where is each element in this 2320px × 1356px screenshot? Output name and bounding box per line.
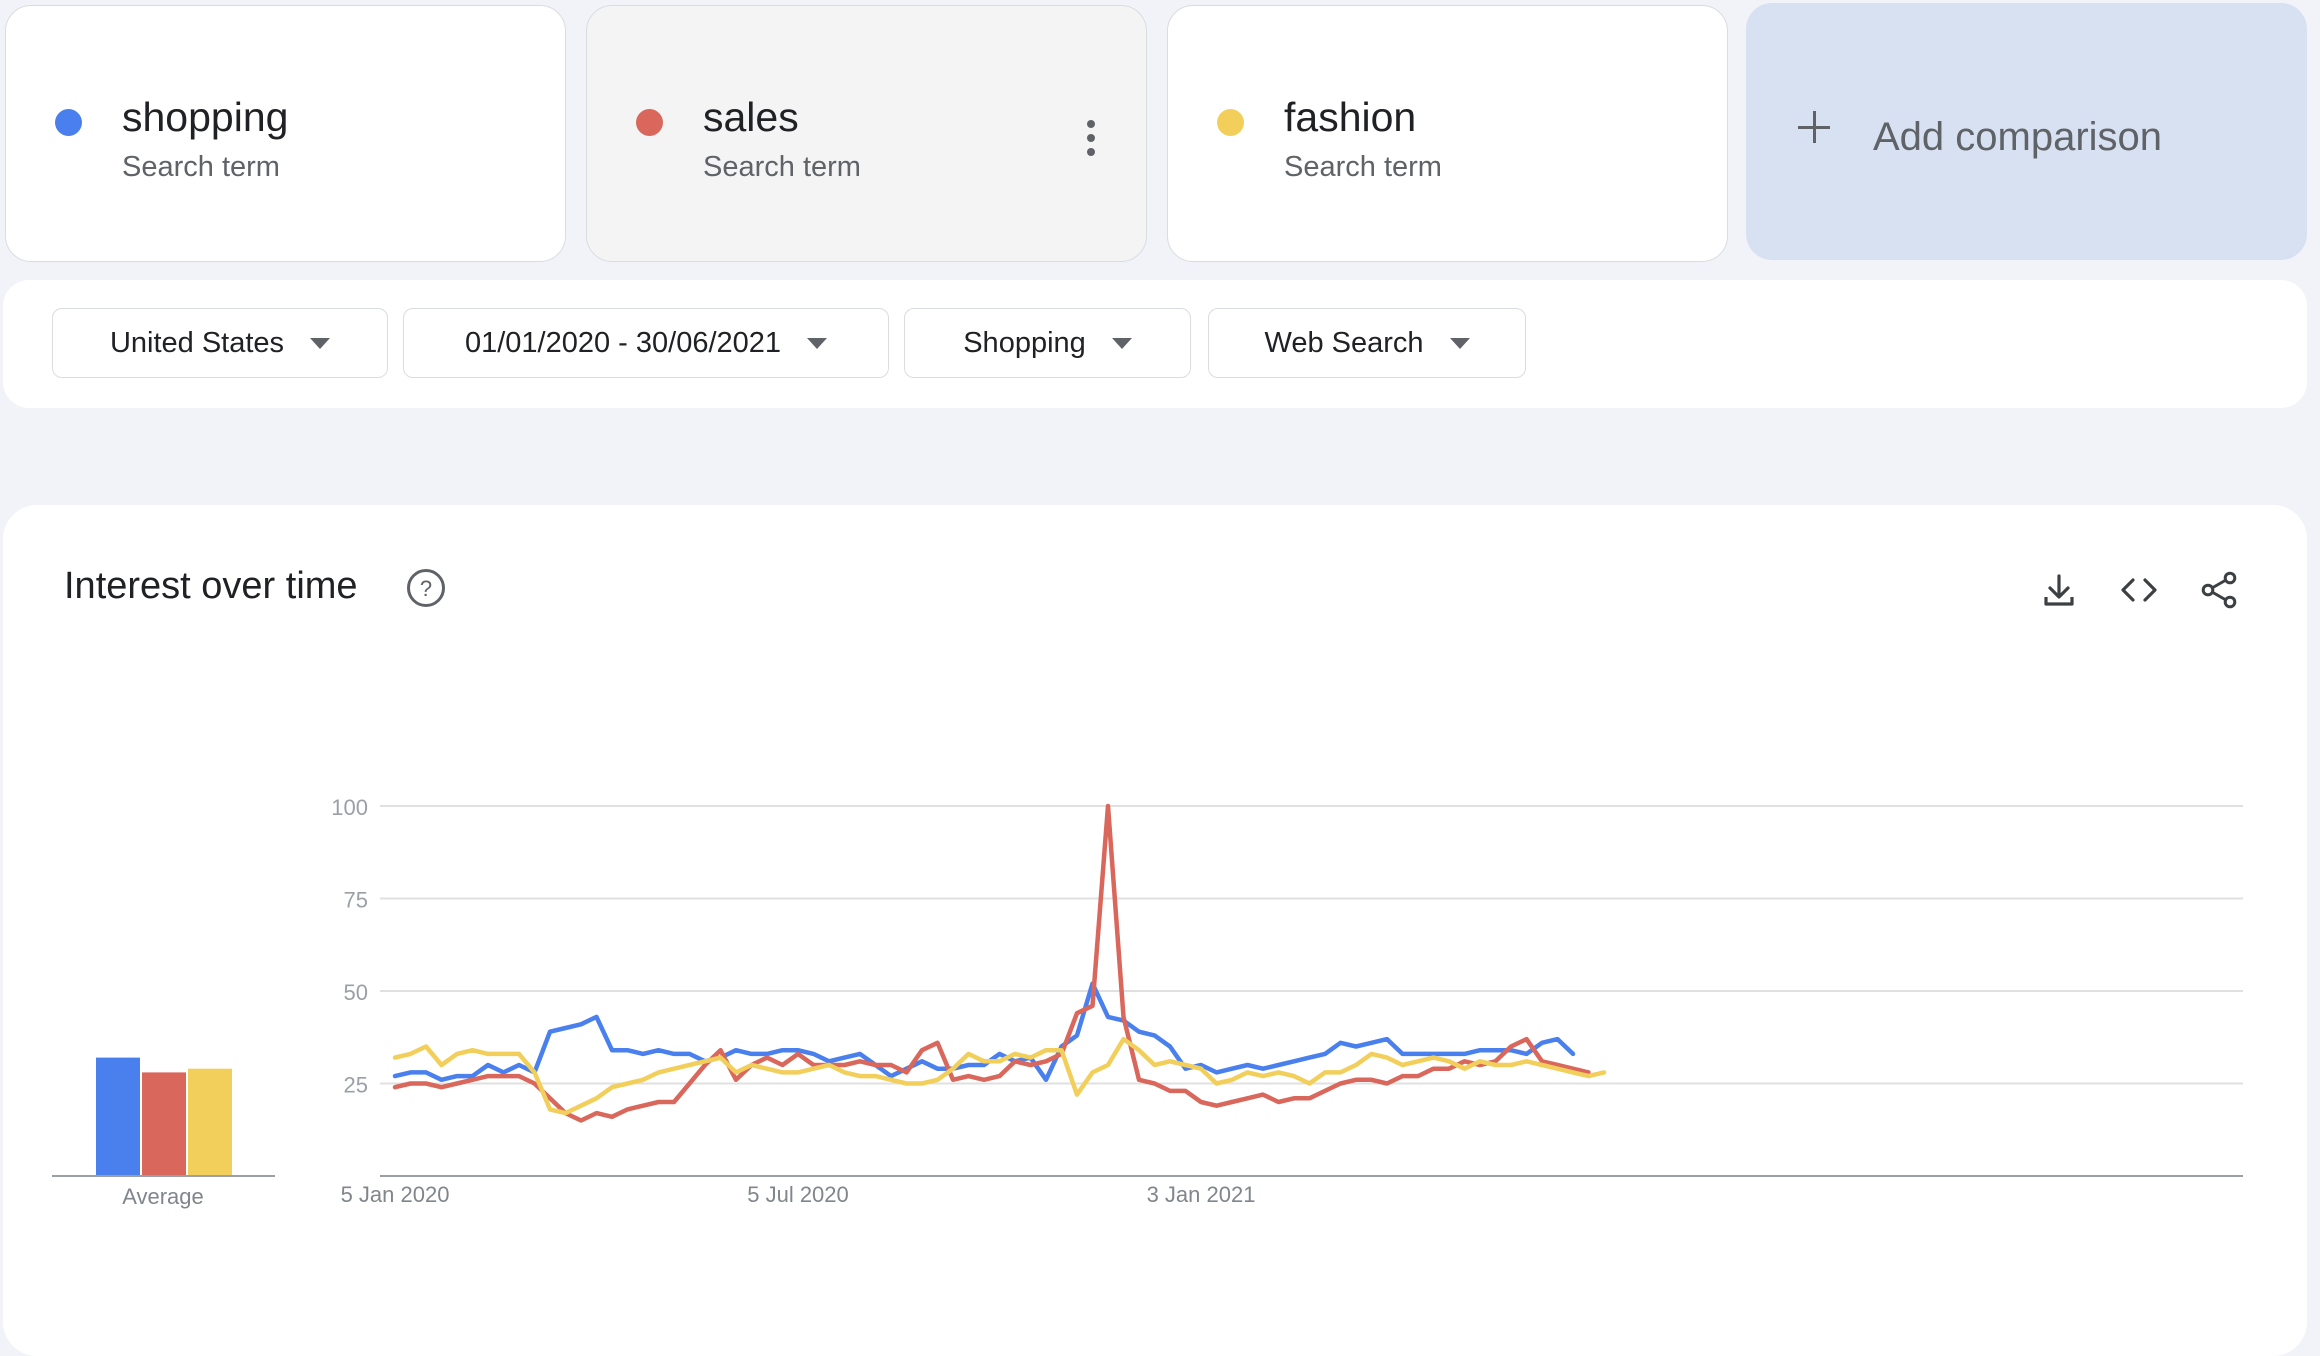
- plus-icon: [1798, 111, 1830, 143]
- y-tick-label: 100: [331, 795, 368, 820]
- share-icon[interactable]: [2199, 570, 2239, 610]
- average-label: Average: [122, 1184, 204, 1209]
- interest-over-time-panel: [3, 505, 2307, 1356]
- category-value: Shopping: [963, 326, 1086, 359]
- svg-text:?: ?: [420, 576, 432, 601]
- region-value: United States: [109, 326, 285, 359]
- date-range-value: 01/01/2020 - 30/06/2021: [464, 326, 782, 359]
- average-bar-sales: [142, 1072, 186, 1176]
- x-tick-label: 5 Jan 2020: [341, 1182, 450, 1207]
- caret-down-icon: [1111, 337, 1132, 349]
- term-name: sales: [703, 94, 799, 140]
- embed-icon[interactable]: [2119, 570, 2159, 610]
- x-tick-label: 3 Jan 2021: [1147, 1182, 1256, 1207]
- term-card-fashion[interactable]: fashion Search term: [1167, 5, 1728, 262]
- term-type: Search term: [122, 151, 280, 183]
- add-comparison-button[interactable]: Add comparison: [1746, 3, 2307, 260]
- download-icon[interactable]: [2039, 570, 2079, 610]
- term-name: shopping: [122, 94, 289, 140]
- caret-down-icon: [310, 337, 331, 349]
- term-color-dot: [1217, 109, 1244, 136]
- region-dropdown[interactable]: United States: [52, 308, 388, 378]
- caret-down-icon: [1449, 337, 1470, 349]
- term-name: fashion: [1284, 94, 1417, 140]
- panel-title: Interest over time: [64, 565, 358, 607]
- y-tick-label: 25: [344, 1073, 368, 1098]
- x-tick-label: 5 Jul 2020: [747, 1182, 849, 1207]
- average-bar-shopping: [96, 1057, 140, 1176]
- more-options-icon[interactable]: [1087, 120, 1097, 158]
- y-tick-label: 50: [344, 980, 368, 1005]
- y-tick-label: 75: [344, 888, 368, 913]
- term-color-dot: [636, 109, 663, 136]
- help-icon[interactable]: ?: [406, 568, 446, 608]
- caret-down-icon: [807, 337, 828, 349]
- category-dropdown[interactable]: Shopping: [904, 308, 1191, 378]
- filter-bar: United States 01/01/2020 - 30/06/2021 Sh…: [3, 280, 2307, 408]
- term-type: Search term: [1284, 151, 1442, 183]
- series-line-shopping: [392, 981, 1576, 1083]
- term-card-shopping[interactable]: shopping Search term: [5, 5, 566, 262]
- term-type: Search term: [703, 151, 861, 183]
- series-line-fashion: [392, 1036, 1607, 1116]
- date-range-dropdown[interactable]: 01/01/2020 - 30/06/2021: [403, 308, 889, 378]
- series-line-sales: [392, 803, 1591, 1123]
- average-bar-fashion: [188, 1068, 232, 1176]
- search-type-dropdown[interactable]: Web Search: [1208, 308, 1526, 378]
- search-type-value: Web Search: [1264, 326, 1424, 359]
- add-comparison-label: Add comparison: [1873, 115, 2163, 159]
- term-color-dot: [55, 109, 82, 136]
- term-card-sales[interactable]: sales Search term: [586, 5, 1147, 262]
